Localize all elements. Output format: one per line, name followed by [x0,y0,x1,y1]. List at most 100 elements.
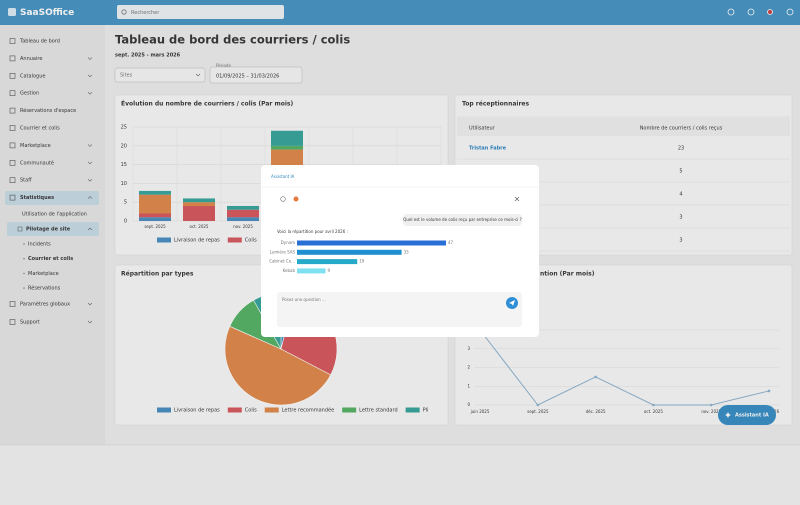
point [767,389,771,393]
x-tick-label: nov. 2025 [233,224,253,229]
legend-label: Livraison de repas [174,408,220,414]
legend-label: Colis [245,238,257,244]
bar-segment [139,217,171,221]
bar-segment [271,130,303,146]
submenu-item[interactable]: Marketplace [28,271,59,277]
menu-icon [9,301,16,307]
legend-label: Lettre standard [359,408,397,414]
bar-segment [139,213,171,218]
assistant-button[interactable] [718,405,776,425]
column-header: Utilisateur [469,126,496,132]
bar-segment [139,190,171,195]
y-tick-label: 2 [467,365,470,370]
page-period: sept. 2025 - mars 2026 [115,53,181,59]
chevron [195,73,201,77]
menu-item[interactable]: Annuaire [20,56,42,62]
chevron [87,320,93,324]
page-title: Tableau de bord des courriers / colis [115,33,350,47]
menu-item[interactable]: Courrier et colis [20,126,60,132]
menu-icon [9,160,16,166]
menu-icon [9,142,16,149]
close-icon[interactable] [514,196,520,202]
point [652,403,655,407]
header-icon[interactable] [786,8,794,16]
menu-icon [9,177,16,183]
header-icon[interactable] [727,8,735,16]
chevron [87,57,93,60]
footer [0,445,800,505]
search-icon [121,9,127,15]
menu-item[interactable]: Staff [20,178,32,184]
site-select[interactable] [114,67,206,83]
chart-title: ntion (Par mois) [540,271,595,278]
y-tick-label: 5 [124,200,127,206]
y-tick-label: 3 [467,346,470,351]
search-box [117,5,284,19]
bar [297,259,358,265]
date-field[interactable] [209,66,303,84]
bar-segment [183,202,215,206]
bar-segment [183,198,215,203]
submenu-item[interactable]: Incidents [28,242,51,248]
menu-item[interactable]: Catalogue [20,73,45,79]
chevron [87,91,93,95]
menu-icon [9,125,16,131]
submenu-item[interactable]: Utilisation de l'application [22,212,87,218]
date-label: Période [216,63,231,68]
x-tick-label: sept. 2025 [144,224,166,229]
date-value[interactable]: 01/09/2025 – 31/03/2026 [216,74,279,80]
user-name[interactable]: Tristan Fabre [469,146,507,152]
bar-value: 47 [448,240,454,245]
x-tick-label: sept. 2025 [527,409,549,414]
history-icon[interactable] [280,196,286,202]
menu-icon [9,319,16,325]
active-section [5,191,99,205]
menu-item[interactable]: Gestion [20,91,39,97]
menu-icon [9,90,16,96]
legend-label: Lettre recommandée [282,407,334,414]
header-icon[interactable] [767,9,773,15]
y-tick-label: 0 [467,402,470,407]
chevron [87,161,93,165]
user-message-text: Quel est le volume de colis reçu par ent… [403,217,522,222]
search-placeholder[interactable]: Rechercher [131,10,160,16]
y-tick-label: 20 [121,143,127,149]
column-header: Nombre de courriers / colis reçus [640,126,723,132]
y-tick-label: 25 [121,125,127,131]
menu-item[interactable]: Support [20,320,40,326]
assistant-button-label[interactable]: Assistant IA [735,413,769,419]
bar-label: Lumière SAS [270,249,296,254]
pie-slice [224,325,332,406]
assistant-answer: Voici la répartition pour avril 2026 : [277,229,348,234]
menu-item[interactable]: Paramètres globaux [20,301,70,308]
active-subsection [7,222,99,236]
bar-segment [227,217,259,221]
header-icon[interactable] [747,8,755,16]
bullet [23,272,25,275]
input-placeholder[interactable]: Posez une question ... [282,297,326,302]
assistant-avatar [293,196,299,202]
menu-item[interactable]: Marketplace [20,143,51,149]
legend-swatch [342,407,357,413]
menu-item[interactable]: Statistiques [20,195,54,201]
bar [297,268,326,274]
modal-title: Assistant IA [271,174,295,179]
submenu-item[interactable]: Pilotage de site [26,227,71,233]
y-tick-label: 1 [467,383,470,388]
menu-item[interactable]: Réservations d'espace [20,107,76,114]
input-area[interactable] [277,292,522,327]
y-tick-label: 15 [121,162,127,168]
menu-icon [9,73,16,79]
menu-item[interactable]: Tableau de bord [19,39,60,45]
bar-label: Dynam [281,240,295,245]
chevron [87,302,93,306]
count: 5 [679,169,682,175]
menu-item[interactable]: Communauté [20,159,54,166]
submenu-item[interactable]: Courrier et colis [28,256,73,262]
bar [297,240,446,246]
line [479,329,770,406]
submenu-item[interactable]: Réservations [28,285,61,292]
point [594,375,597,379]
site-select-label[interactable]: Sites [120,73,133,79]
bar-segment [139,194,171,214]
